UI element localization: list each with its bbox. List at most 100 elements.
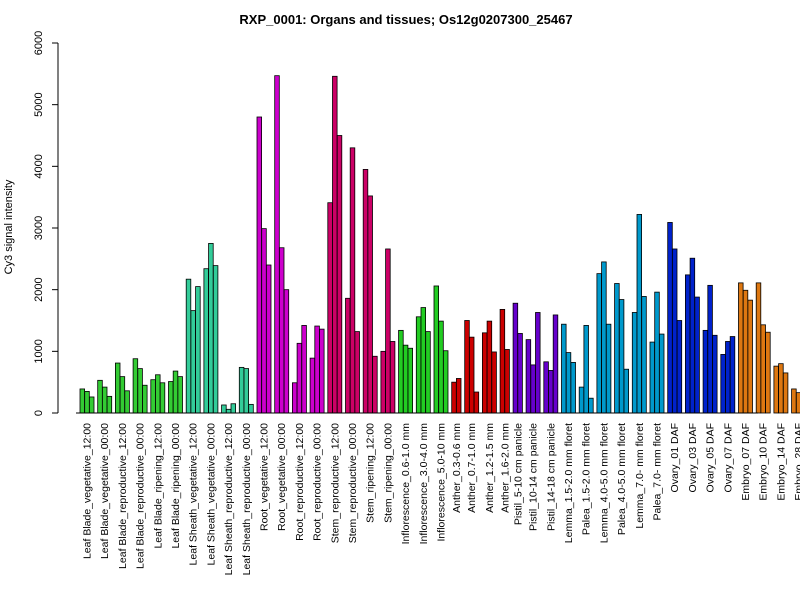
bar	[694, 296, 700, 414]
x-tick-label: Anther_0.7-1.0 mm	[466, 423, 478, 513]
bar	[552, 314, 559, 414]
bar	[372, 355, 378, 414]
bar	[438, 320, 444, 414]
bar	[512, 302, 519, 414]
bar	[791, 388, 797, 414]
bar	[672, 248, 678, 414]
bar	[79, 388, 85, 414]
bar	[159, 382, 166, 414]
bar	[265, 264, 272, 414]
bar	[565, 352, 572, 414]
x-tick-label: Ovary_05 DAF	[705, 423, 717, 492]
bar	[221, 404, 227, 414]
bar	[89, 396, 95, 414]
x-tick-label: Leaf Sheath_vegetative_00:00	[205, 423, 217, 566]
bar	[561, 323, 567, 414]
bar	[314, 325, 320, 414]
bar	[177, 376, 183, 414]
bar	[464, 320, 470, 414]
bar	[349, 147, 356, 414]
x-tick-label: Leaf Blade_reproductive_12:00	[117, 423, 129, 569]
bar	[729, 336, 736, 414]
bar	[486, 320, 493, 414]
bar	[659, 333, 665, 414]
bar	[530, 364, 536, 414]
bar	[795, 392, 800, 414]
y-axis-label: Cy3 signal intensity	[3, 179, 15, 274]
bar	[190, 310, 196, 414]
chart-title: RXP_0001: Organs and tissues; Os12g02073…	[239, 12, 572, 27]
x-tick-label: Lemma_7.0- mm floret	[634, 423, 646, 529]
bar	[689, 257, 696, 414]
bar	[578, 386, 585, 414]
bar	[155, 374, 161, 414]
x-tick-label: Anther_0.3-0.6 mm	[451, 423, 463, 513]
bar	[137, 368, 143, 414]
bar	[481, 332, 488, 414]
bar	[725, 341, 731, 414]
bar	[132, 358, 139, 414]
bar	[407, 347, 413, 414]
x-tick-label: Root_reproductive_12:00	[294, 423, 306, 541]
x-tick-label: Leaf Blade_ripening_12:00	[152, 423, 164, 549]
bar	[97, 379, 103, 414]
bar	[345, 297, 351, 414]
x-tick-label: Palea_4.0-5.0 mm floret	[616, 423, 628, 535]
bar	[362, 169, 369, 414]
x-tick-label: Inflorescence_0.6-1.0 mm	[400, 423, 412, 545]
x-tick-label: Leaf Blade_ripening_00:00	[170, 423, 182, 549]
bar	[667, 222, 673, 414]
bar	[238, 366, 245, 414]
y-tick-label: 2000	[33, 277, 45, 301]
bar	[525, 339, 532, 414]
bar	[115, 362, 121, 414]
bar	[631, 312, 638, 414]
bars-layer	[79, 75, 800, 414]
bar	[765, 331, 771, 414]
bar	[243, 368, 249, 414]
x-tick-label: Palea_7.0- mm floret	[652, 423, 664, 521]
x-tick-label: Palea_1.5-2.0 mm floret	[581, 423, 593, 535]
bar	[685, 274, 691, 414]
bar	[230, 403, 236, 414]
bar	[402, 344, 409, 414]
y-tick-label: 6000	[33, 31, 45, 55]
bar	[367, 195, 373, 414]
bar	[583, 325, 589, 414]
bar	[451, 381, 457, 414]
bar	[442, 350, 449, 414]
bar	[256, 116, 262, 414]
x-tick-label: Stem_reproductive_12:00	[329, 423, 341, 543]
x-tick-label: Pistil_10-14 cm panicle	[528, 423, 540, 531]
bar	[676, 320, 683, 414]
bar	[172, 370, 179, 414]
x-tick-label: Embryo_14 DAF	[775, 423, 787, 501]
x-tick-label: Leaf Blade_vegetative_00:00	[99, 423, 111, 559]
x-tick-label: Embryo_07 DAF	[740, 423, 752, 501]
x-tick-label: Leaf Sheath_vegetative_12:00	[188, 423, 200, 566]
bar	[588, 397, 594, 414]
bar	[380, 350, 386, 414]
bar	[601, 261, 607, 414]
bar	[499, 308, 506, 414]
bar	[84, 391, 90, 414]
x-tick-label: Anther_1.2-1.5 mm	[484, 423, 496, 513]
x-tick-label: Root_vegetative_00:00	[276, 423, 288, 531]
y-axis: 0 1000 2000 3000 4000 5000 6000	[33, 31, 59, 416]
bar	[354, 331, 360, 414]
bar	[707, 284, 713, 414]
x-tick-label: Inflorescence_5.0-10 mm	[436, 423, 448, 542]
bar	[389, 341, 396, 414]
x-tick-label: Embryo_10 DAF	[758, 423, 770, 501]
x-tick-label: Stem_reproductive_00:00	[347, 423, 359, 543]
bar	[301, 325, 307, 414]
bar	[274, 75, 280, 414]
bar	[106, 395, 113, 414]
bar	[142, 384, 148, 414]
x-tick-label: Inflorescence_3.0-4.0 mm	[418, 423, 430, 545]
bar	[641, 296, 647, 414]
y-tick-label: 4000	[33, 154, 45, 178]
bar	[473, 391, 480, 414]
bar	[623, 368, 629, 414]
